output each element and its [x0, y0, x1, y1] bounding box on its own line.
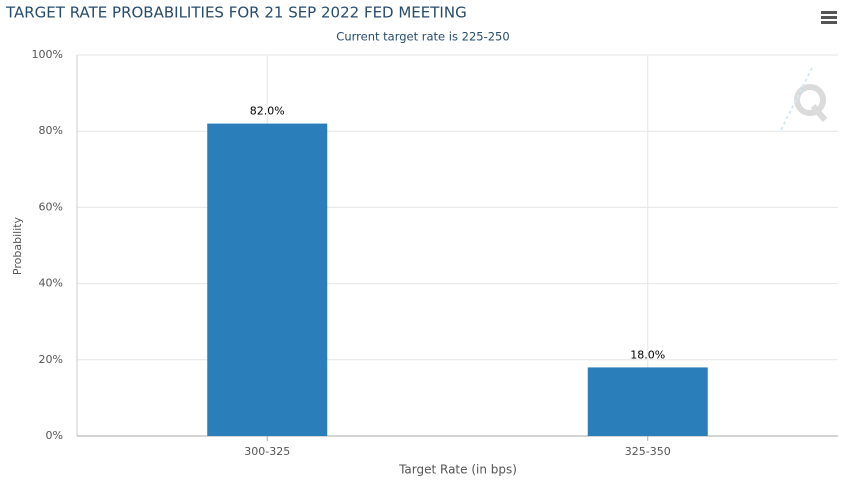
chart-title: TARGET RATE PROBABILITIES FOR 21 SEP 202… [5, 4, 467, 22]
x-tick-label: 325-350 [625, 445, 671, 458]
menu-button[interactable] [818, 8, 840, 28]
bar [587, 367, 708, 436]
y-tick-label: 60% [39, 200, 63, 213]
y-tick-label: 80% [39, 124, 63, 137]
x-axis-title: Target Rate (in bps) [398, 463, 517, 477]
y-tick-label: 40% [39, 277, 63, 290]
logo-ring [794, 84, 826, 116]
value-label: 18.0% [630, 348, 665, 361]
menu-bar [821, 21, 837, 24]
value-label: 82.0% [250, 105, 285, 118]
y-axis-title: Probability [11, 216, 24, 275]
y-tick-label: 0% [46, 429, 63, 442]
chart-subtitle: Current target rate is 225-250 [336, 30, 509, 44]
y-tick-label: 20% [39, 353, 63, 366]
watermark-logo [779, 67, 828, 133]
logo-tail [810, 104, 828, 122]
menu-bar [821, 11, 837, 14]
menu-bar [821, 16, 837, 19]
bar [207, 123, 328, 436]
x-tick-label: 300-325 [244, 445, 290, 458]
y-tick-label: 100% [32, 48, 63, 61]
